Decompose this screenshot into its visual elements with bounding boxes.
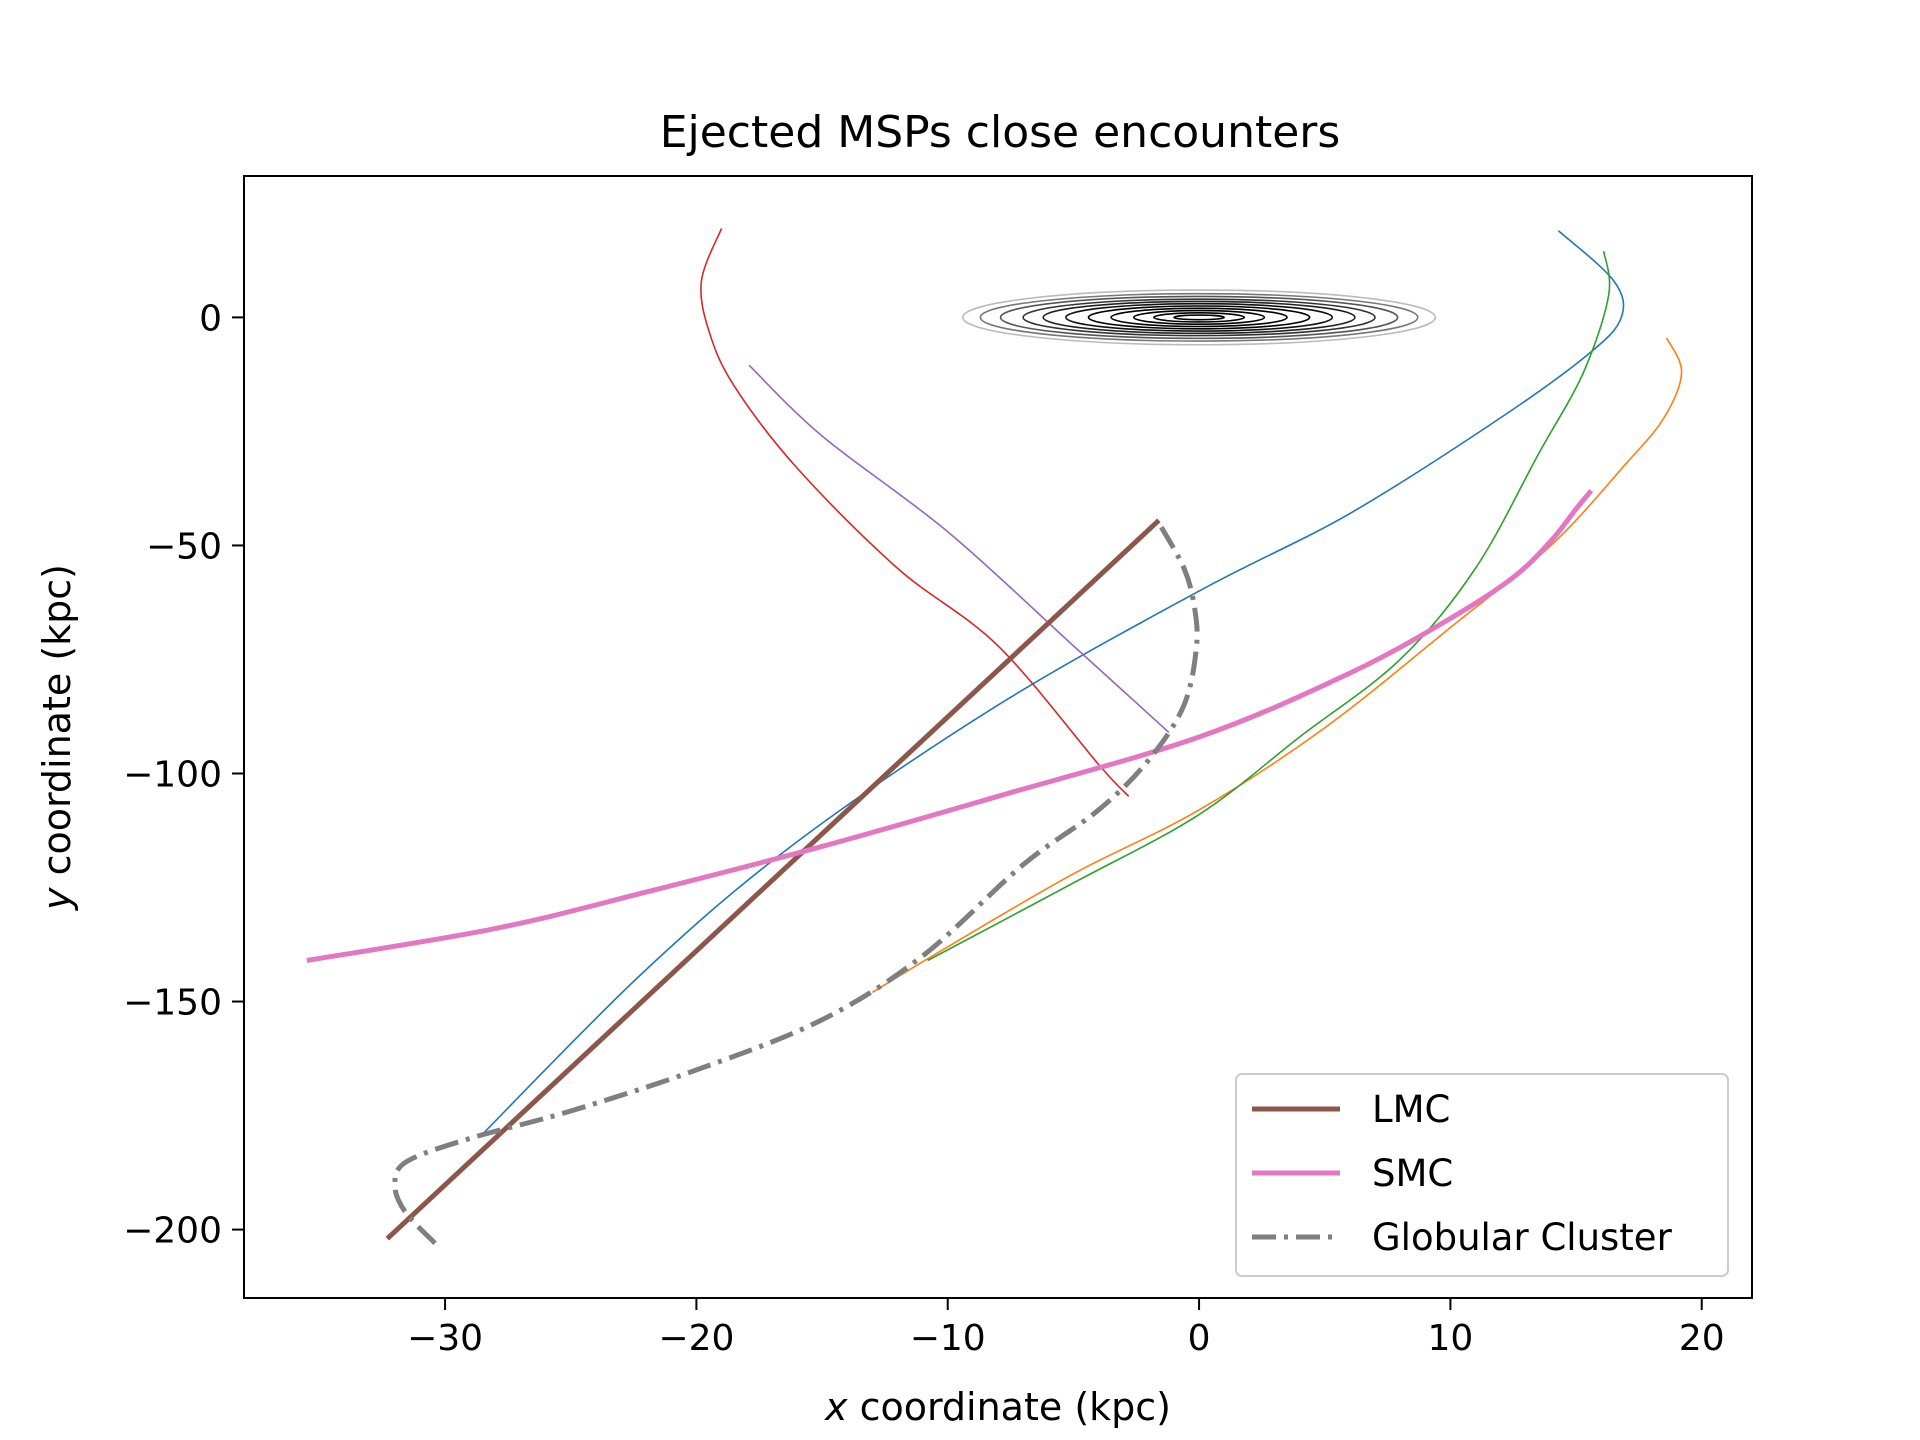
series-line-lmc [385,518,1161,1241]
contour-level-6 [1042,300,1356,335]
legend-label-lmc: LMC [1372,1088,1450,1131]
y-axis: 0 −50 −100 −150 −200 [123,298,244,1252]
series-line-trajectory-5 [927,251,1611,962]
series-line-globular-cluster [392,525,1200,1246]
contour-level-9 [979,292,1419,342]
x-tick-label: 20 [1679,1318,1725,1359]
y-tick-label: −150 [123,983,222,1024]
y-axis-label: y coordinate (kpc) [35,564,79,911]
galaxy-contours [962,289,1437,346]
legend-label-globular-cluster: Globular Cluster [1372,1216,1673,1259]
y-axis-label-rest: coordinate (kpc) [35,564,79,888]
series-line-trajectory-7 [748,364,1170,734]
series-line-trajectory-4 [871,337,1683,994]
x-tick-label: 10 [1427,1318,1473,1359]
contour-level-0 [1173,314,1226,321]
y-tick-label: −100 [123,754,222,795]
y-tick-label: −50 [146,526,222,567]
x-tick-label: 0 [1188,1318,1211,1359]
contour-level-3 [1110,307,1288,328]
x-axis: −30 −20 −10 0 10 20 [407,1298,1725,1359]
y-axis-label-var: y [35,887,79,911]
contour-level-7 [1022,298,1376,337]
x-tick-label: −20 [658,1318,734,1359]
series-line-trajectory-6 [700,228,1130,797]
y-tick-label: 0 [199,298,222,339]
x-tick-label: −30 [407,1318,483,1359]
chart-title: Ejected MSPs close encounters [660,107,1341,158]
contour-level-5 [1065,302,1334,332]
contour-level-4 [1087,305,1311,330]
legend-label-smc: SMC [1372,1152,1453,1195]
legend-box [1235,1073,1729,1277]
series-layer [306,228,1683,1246]
legend: LMC SMC Globular Cluster [1235,1073,1729,1277]
x-axis-label-var: x [824,1385,848,1429]
contour-level-2 [1132,309,1266,326]
series-line-smc [306,489,1594,963]
contour-level-8 [999,295,1399,340]
x-axis-label-rest: coordinate (kpc) [847,1385,1171,1429]
contour-level-1 [1153,312,1246,323]
y-tick-label: −200 [123,1211,222,1252]
x-tick-label: −10 [910,1318,986,1359]
series-line-trajectory-3 [482,230,1625,1135]
contour-level-10 [962,289,1437,346]
plot-frame [243,175,1753,1299]
x-axis-label: x coordinate (kpc) [824,1385,1171,1429]
